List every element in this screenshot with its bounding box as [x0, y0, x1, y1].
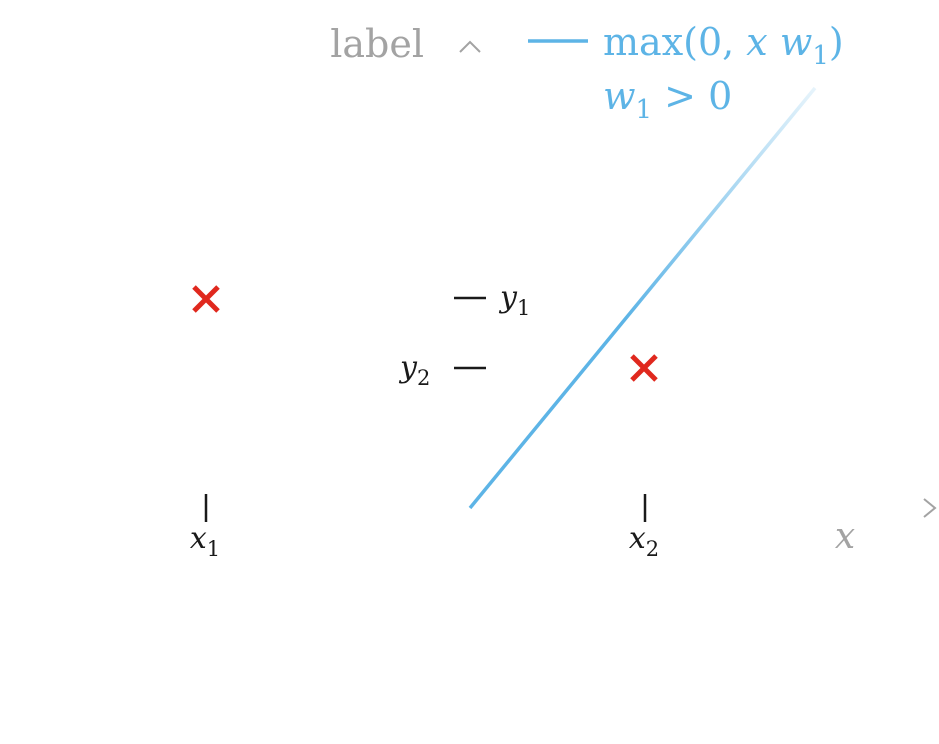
x-axis-label: x	[835, 516, 855, 557]
data-point-1-cross-icon	[192, 285, 220, 313]
x-tick-label-1: x1	[190, 521, 220, 561]
legend-line-2: w1 > 0	[603, 74, 732, 125]
y-tick-label-1: y1	[498, 280, 530, 320]
legend-line-1: max(0, x w1)	[603, 20, 844, 71]
y-axis-label: label	[330, 22, 424, 66]
y-axis-arrow-icon	[459, 40, 481, 53]
x-tick-label-2: x2	[629, 521, 659, 561]
data-point-2-cross-icon	[630, 354, 658, 382]
x-axis-arrow-icon	[923, 498, 937, 518]
y-tick-label-2: y2	[398, 350, 430, 390]
relu-ramp-segment	[468, 86, 817, 510]
